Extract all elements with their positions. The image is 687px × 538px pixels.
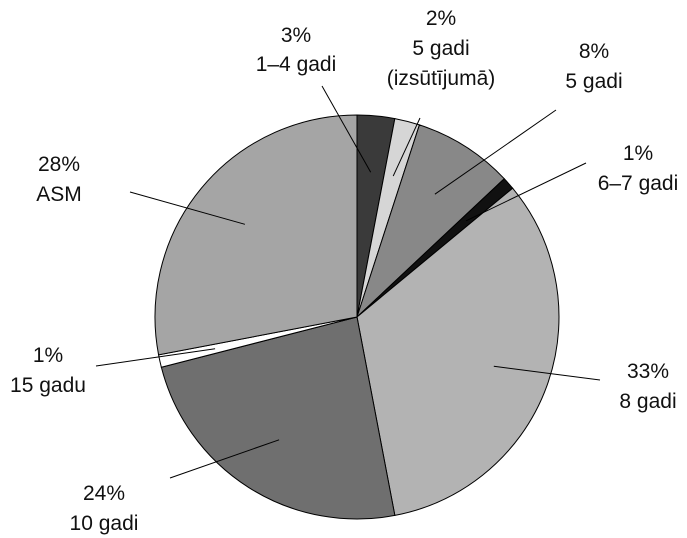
slice-label-pct-asm: 28% <box>38 153 80 176</box>
leader-line-10-gadi <box>169 439 280 479</box>
slice-label-cat-8-gadi: 8 gadi <box>619 390 676 413</box>
slice-label-cat-15-gadu: 15 gadu <box>10 374 86 397</box>
pie-slice-asm <box>154 114 358 356</box>
slice-label-pct-1-4-gadi: 3% <box>281 24 311 47</box>
leader-line-5-gadi <box>434 109 557 195</box>
slice-label-cat-5-gadi: 5 gadi <box>565 70 622 93</box>
leader-line-1-4-gadi <box>321 85 372 173</box>
slice-label-pct-5-gadi-izsutijuma: 2% <box>426 7 456 30</box>
slice-label-cat2-5-gadi-izsutijuma: (izsūtījumā) <box>387 67 496 90</box>
slice-label-pct-10-gadi: 24% <box>83 482 125 505</box>
slice-label-pct-15-gadu: 1% <box>33 344 63 367</box>
pie-slice-8-gadi <box>356 187 560 517</box>
leader-line-asm <box>129 191 246 225</box>
leader-lines <box>95 85 601 479</box>
slice-label-pct-5-gadi: 8% <box>579 40 609 63</box>
slice-label-cat-10-gadi: 10 gadi <box>70 512 139 535</box>
slice-label-cat-5-gadi-izsutijuma: 5 gadi <box>412 37 469 60</box>
pie-slice-10-gadi <box>160 316 396 520</box>
leader-line-6-7-gadi <box>465 162 587 222</box>
leader-line-8-gadi <box>493 365 601 381</box>
slice-label-pct-6-7-gadi: 1% <box>623 142 653 165</box>
slice-label-cat-1-4-gadi: 1–4 gadi <box>256 53 337 76</box>
pie-slices <box>154 114 560 520</box>
slice-label-cat-6-7-gadi: 6–7 gadi <box>598 172 679 195</box>
slice-label-pct-8-gadi: 33% <box>627 360 669 383</box>
leader-line-5-gadi-izsutijuma <box>392 117 421 177</box>
leader-line-15-gadu <box>95 348 216 367</box>
pie-slice-5-gadi <box>356 124 505 318</box>
slice-label-cat-asm: ASM <box>36 183 82 206</box>
